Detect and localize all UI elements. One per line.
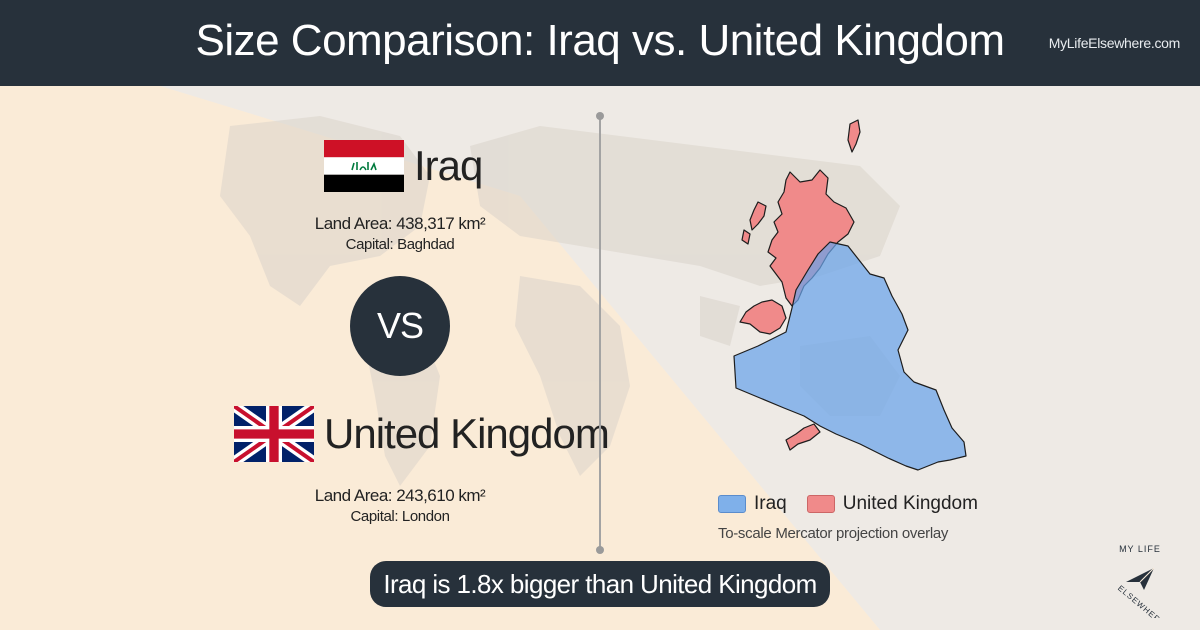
united-kingdom-flag-icon	[234, 406, 314, 462]
legend-label-iraq: Iraq	[754, 493, 787, 514]
legend-label-united-kingdom: United Kingdom	[842, 493, 978, 514]
vs-badge: VS	[350, 276, 450, 376]
iraq-info: Land Area: 438,317 km² Capital: Baghdad	[200, 214, 600, 253]
divider-top-dot	[596, 112, 604, 120]
country-united-kingdom: United Kingdom	[234, 406, 610, 462]
iraq-shape	[733, 241, 967, 471]
size-overlay-map	[733, 119, 967, 471]
center-divider	[599, 116, 601, 550]
legend-swatch-iraq	[718, 495, 746, 513]
united-kingdom-shape	[739, 119, 861, 451]
country-name-united-kingdom: United Kingdom	[324, 410, 610, 457]
header-bar: Size Comparison: Iraq vs. United Kingdom…	[0, 0, 1200, 86]
iraq-capital: Capital: Baghdad	[345, 236, 455, 253]
map-legend: Iraq United Kingdom	[718, 493, 998, 515]
svg-text:MY LIFE: MY LIFE	[1119, 544, 1161, 554]
my-life-elsewhere-logo: MY LIFE ELSEWHERE	[1116, 544, 1167, 618]
country-name-iraq: Iraq	[414, 142, 483, 189]
comparison-result-banner: Iraq is 1.8x bigger than United Kingdom	[370, 561, 830, 607]
legend-item-iraq: Iraq	[718, 493, 787, 515]
country-iraq: Iraq	[324, 140, 483, 192]
iraq-flag-icon	[324, 140, 404, 192]
map-projection-note: To-scale Mercator projection overlay	[718, 525, 949, 542]
united-kingdom-capital: Capital: London	[350, 508, 450, 525]
legend-swatch-united-kingdom	[806, 495, 835, 513]
iraq-land-area: Land Area: 438,317 km²	[314, 214, 486, 233]
legend-item-united-kingdom: United Kingdom	[806, 493, 978, 515]
united-kingdom-land-area: Land Area: 243,610 km²	[314, 486, 486, 505]
page-title: Size Comparison: Iraq vs. United Kingdom	[195, 16, 1005, 65]
united-kingdom-info: Land Area: 243,610 km² Capital: London	[200, 486, 600, 525]
site-link[interactable]: MyLifeElsewhere.com	[1048, 35, 1181, 51]
divider-bottom-dot	[596, 546, 604, 554]
svg-text:ELSEWHERE: ELSEWHERE	[1116, 584, 1167, 618]
